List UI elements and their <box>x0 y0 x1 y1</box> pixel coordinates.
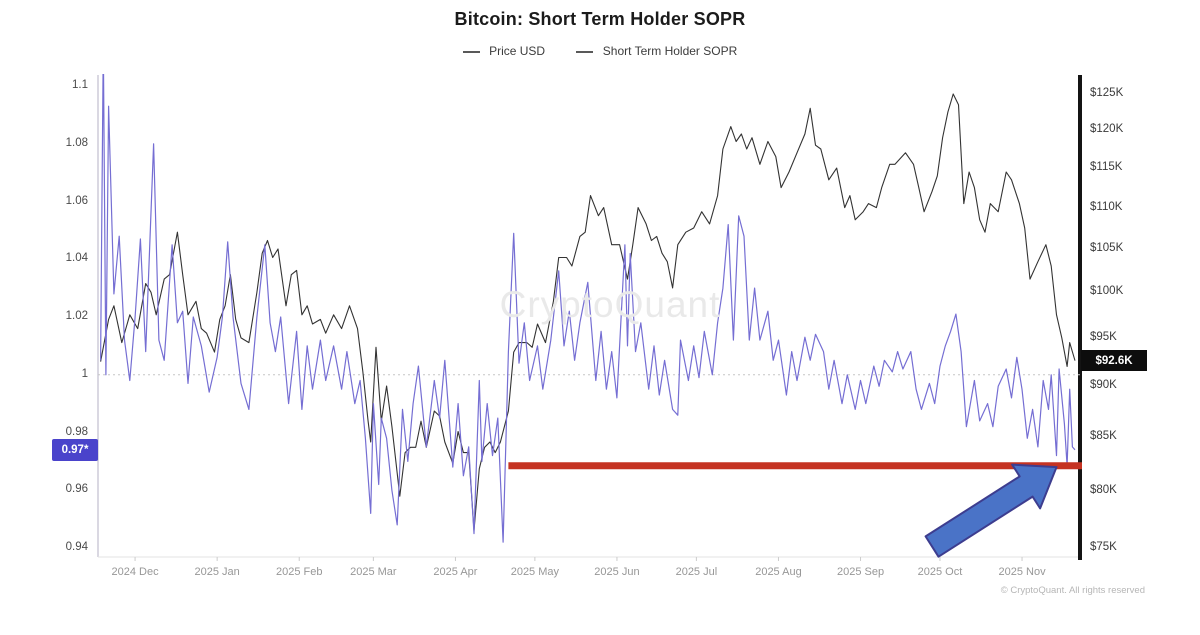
legend-item-sopr[interactable]: Short Term Holder SOPR <box>576 44 737 58</box>
left-axis-tick-label: 1.02 <box>65 310 88 322</box>
copyright-text: © CryptoQuant. All rights reserved <box>1000 585 1145 596</box>
x-axis-tick-label: 2025 Nov <box>998 566 1046 578</box>
legend-label-sopr: Short Term Holder SOPR <box>602 44 738 58</box>
right-axis-tick-label: $100K <box>1090 285 1124 298</box>
right-axis-tick-label: $80K <box>1090 483 1117 496</box>
left-axis-tick-label: 1 <box>81 367 88 380</box>
left-axis-tick-label: 1.08 <box>65 136 88 149</box>
series-line-sth-sopr[interactable] <box>100 43 1076 543</box>
right-axis-tick-label: $75K <box>1090 541 1117 553</box>
x-axis-tick-label: 2024 Dec <box>111 566 159 578</box>
right-axis-tick-label: $110K <box>1090 200 1123 213</box>
left-axis-tick-label: 0.98 <box>65 425 88 438</box>
legend-item-price[interactable]: Price USD <box>462 44 546 58</box>
price-current-value-badge: $92.6K <box>1081 350 1147 372</box>
right-axis-tick-label: $125K <box>1090 87 1124 99</box>
x-axis-tick-label: 2025 May <box>510 566 560 578</box>
x-axis-tick-label: 2025 Mar <box>350 566 397 578</box>
chart-title: Bitcoin: Short Term Holder SOPR <box>454 9 746 29</box>
x-axis-tick-label: 2025 Aug <box>755 566 802 578</box>
price-line-swatch-icon <box>462 50 480 53</box>
left-axis-tick-label: 1.06 <box>65 194 88 207</box>
left-axis-tick-label: 0.94 <box>65 541 88 553</box>
legend-label-price: Price USD <box>489 44 546 58</box>
series-line-price-usd[interactable] <box>100 93 1076 531</box>
x-axis-tick-label: 2025 Sep <box>836 566 885 578</box>
chart-legend: Price USD Short Term Holder SOPR <box>0 44 1200 58</box>
right-axis-tick-label: $105K <box>1090 241 1124 254</box>
left-axis-tick-label: 1.1 <box>72 79 88 91</box>
right-axis-tick-label: $90K <box>1090 378 1117 391</box>
right-axis-tick-label: $95K <box>1090 330 1117 343</box>
x-axis-tick-label: 2025 Jan <box>194 566 240 578</box>
sopr-current-value-badge: 0.97* <box>52 438 98 461</box>
right-axis-tick-label: $85K <box>1090 429 1117 442</box>
right-axis-tick-label: $120K <box>1090 123 1124 136</box>
x-axis-tick-label: 2025 Feb <box>275 566 323 578</box>
sopr-line-swatch-icon <box>576 50 594 53</box>
right-axis-tick-label: $115K <box>1090 161 1123 174</box>
left-axis-tick-label: 1.04 <box>65 252 88 265</box>
x-axis-tick-label: 2025 Apr <box>433 566 478 578</box>
left-axis-tick-label: 0.96 <box>65 483 88 496</box>
annotation-arrow-icon <box>924 463 1058 558</box>
x-axis-tick-label: 2025 Jun <box>594 566 640 578</box>
x-axis-tick-label: 2025 Jul <box>675 566 718 578</box>
x-axis-tick-label: 2025 Oct <box>917 566 963 578</box>
